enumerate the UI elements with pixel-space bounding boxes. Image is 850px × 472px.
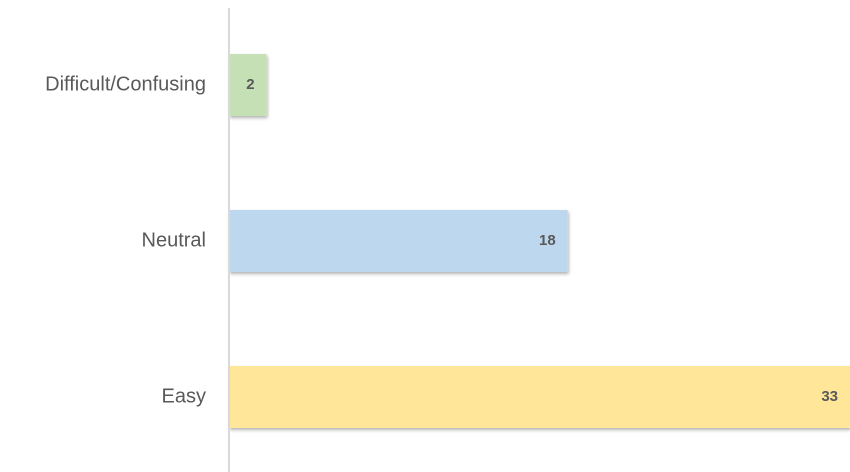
value-label: 18	[539, 232, 556, 249]
category-label: Easy	[162, 385, 206, 407]
value-label: 33	[821, 388, 838, 405]
category-label: Difficult/Confusing	[45, 73, 206, 95]
bar	[229, 210, 568, 272]
category-label: Neutral	[142, 229, 206, 251]
bar	[229, 366, 850, 428]
bars	[229, 54, 850, 428]
value-label: 2	[246, 76, 254, 93]
bar	[229, 54, 267, 116]
